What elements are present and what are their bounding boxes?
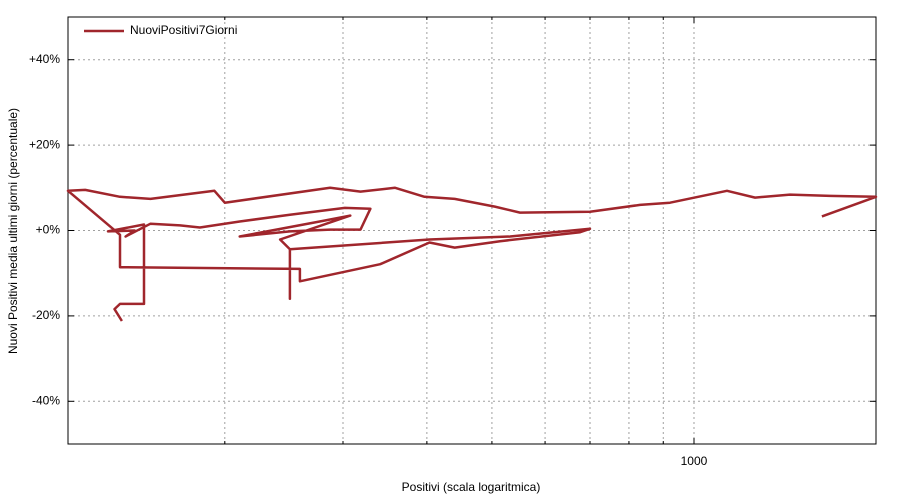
y-tick-label: -20% bbox=[32, 308, 60, 322]
y-tick-label: +20% bbox=[29, 137, 60, 151]
y-tick-label: +0% bbox=[36, 223, 61, 237]
legend-label: NuoviPositivi7Giorni bbox=[130, 23, 237, 37]
plot-frame bbox=[67, 16, 877, 445]
data-line bbox=[66, 186, 878, 322]
x-tick-label: 1000 bbox=[681, 454, 708, 468]
y-axis-label: Nuovi Positivi media ultimi giorni (perc… bbox=[6, 108, 20, 354]
x-axis-label: Positivi (scala logaritmica) bbox=[402, 480, 541, 494]
y-tick-label: -40% bbox=[32, 393, 60, 407]
y-tick-label: +40% bbox=[29, 52, 60, 66]
